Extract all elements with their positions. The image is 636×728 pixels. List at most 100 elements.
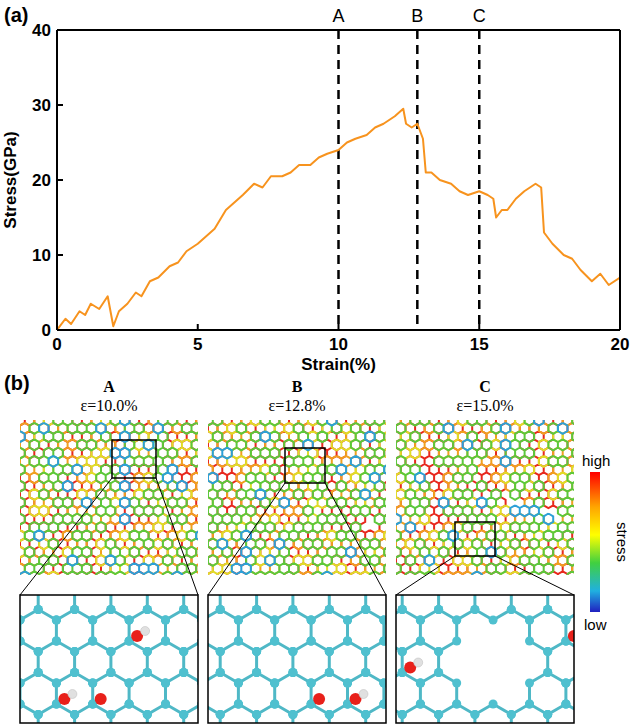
atom	[106, 647, 115, 656]
atom	[270, 616, 279, 625]
atom	[143, 710, 152, 719]
atom	[252, 710, 261, 719]
atom	[379, 616, 386, 625]
atom	[416, 637, 425, 646]
atom	[561, 700, 570, 709]
atom	[252, 668, 261, 677]
atom	[452, 616, 461, 625]
atom	[379, 700, 386, 709]
atom	[270, 637, 279, 646]
snapshot-caption: ε=10.0%	[80, 397, 137, 414]
inset-frame	[396, 595, 574, 723]
atom	[398, 710, 407, 719]
atom	[561, 700, 570, 709]
atom	[70, 710, 79, 719]
snapshot-label: A	[103, 378, 115, 395]
atom	[470, 710, 479, 719]
x-axis-title: Strain(%)	[301, 355, 376, 374]
atom	[70, 710, 79, 719]
atom	[143, 605, 152, 614]
atom	[88, 637, 97, 646]
inset-bonds	[396, 595, 574, 723]
atom	[216, 647, 225, 656]
colorbar-low: low	[584, 616, 607, 633]
atom	[434, 668, 443, 677]
atom	[434, 647, 443, 656]
atom	[70, 647, 79, 656]
atom	[270, 616, 279, 625]
atom	[70, 605, 79, 614]
atom	[288, 605, 297, 614]
snapshot-label: B	[292, 378, 303, 395]
atom	[70, 647, 79, 656]
atom	[88, 637, 97, 646]
atom	[325, 710, 334, 719]
atom	[452, 700, 461, 709]
atom	[434, 647, 443, 656]
atom	[307, 637, 316, 646]
atom	[179, 710, 188, 719]
atom	[88, 616, 97, 625]
inset-frame	[208, 595, 386, 723]
atom	[434, 710, 443, 719]
atom	[398, 647, 407, 656]
atom	[288, 710, 297, 719]
atom	[106, 647, 115, 656]
oxygen	[568, 630, 574, 642]
atom	[416, 616, 425, 625]
atom	[125, 700, 134, 709]
atom	[252, 668, 261, 677]
atom	[161, 679, 170, 688]
atom	[88, 616, 97, 625]
x-tick-label: 15	[470, 335, 489, 354]
atom	[88, 679, 97, 688]
atom	[125, 679, 134, 688]
atom	[88, 637, 97, 646]
atom	[161, 616, 170, 625]
atom	[507, 605, 516, 614]
atom	[416, 679, 425, 688]
atom	[252, 605, 261, 614]
atom	[179, 710, 188, 719]
atom	[270, 637, 279, 646]
x-tick	[619, 324, 621, 330]
atom	[216, 668, 225, 677]
atom	[525, 616, 534, 625]
atom	[307, 637, 316, 646]
atom	[34, 605, 43, 614]
atom	[416, 700, 425, 709]
lattice	[20, 420, 198, 575]
atom	[161, 637, 170, 646]
atom	[343, 679, 352, 688]
atom	[561, 679, 570, 688]
atom	[52, 679, 61, 688]
atom	[252, 710, 261, 719]
atom	[179, 605, 188, 614]
snapshot-caption: ε=15.0%	[456, 397, 513, 414]
lattice	[208, 420, 386, 575]
y-tick	[57, 29, 63, 31]
atom	[325, 647, 334, 656]
atom	[543, 668, 552, 677]
x-tick	[197, 324, 199, 330]
colorbar-title: stress	[614, 522, 631, 562]
atom	[179, 605, 188, 614]
atom	[143, 668, 152, 677]
atom	[88, 616, 97, 625]
lattice	[208, 420, 386, 575]
atom	[143, 605, 152, 614]
atom	[398, 710, 407, 719]
atom	[52, 637, 61, 646]
atom	[343, 616, 352, 625]
snapshot	[208, 420, 386, 575]
atom	[234, 616, 243, 625]
hydrogen	[414, 658, 423, 667]
atom	[270, 679, 279, 688]
inset	[20, 595, 198, 723]
marker-label: C	[473, 6, 486, 26]
atom	[125, 679, 134, 688]
atom	[525, 679, 534, 688]
atom	[252, 605, 261, 614]
atom	[543, 668, 552, 677]
y-tick-label: 40	[32, 21, 51, 40]
